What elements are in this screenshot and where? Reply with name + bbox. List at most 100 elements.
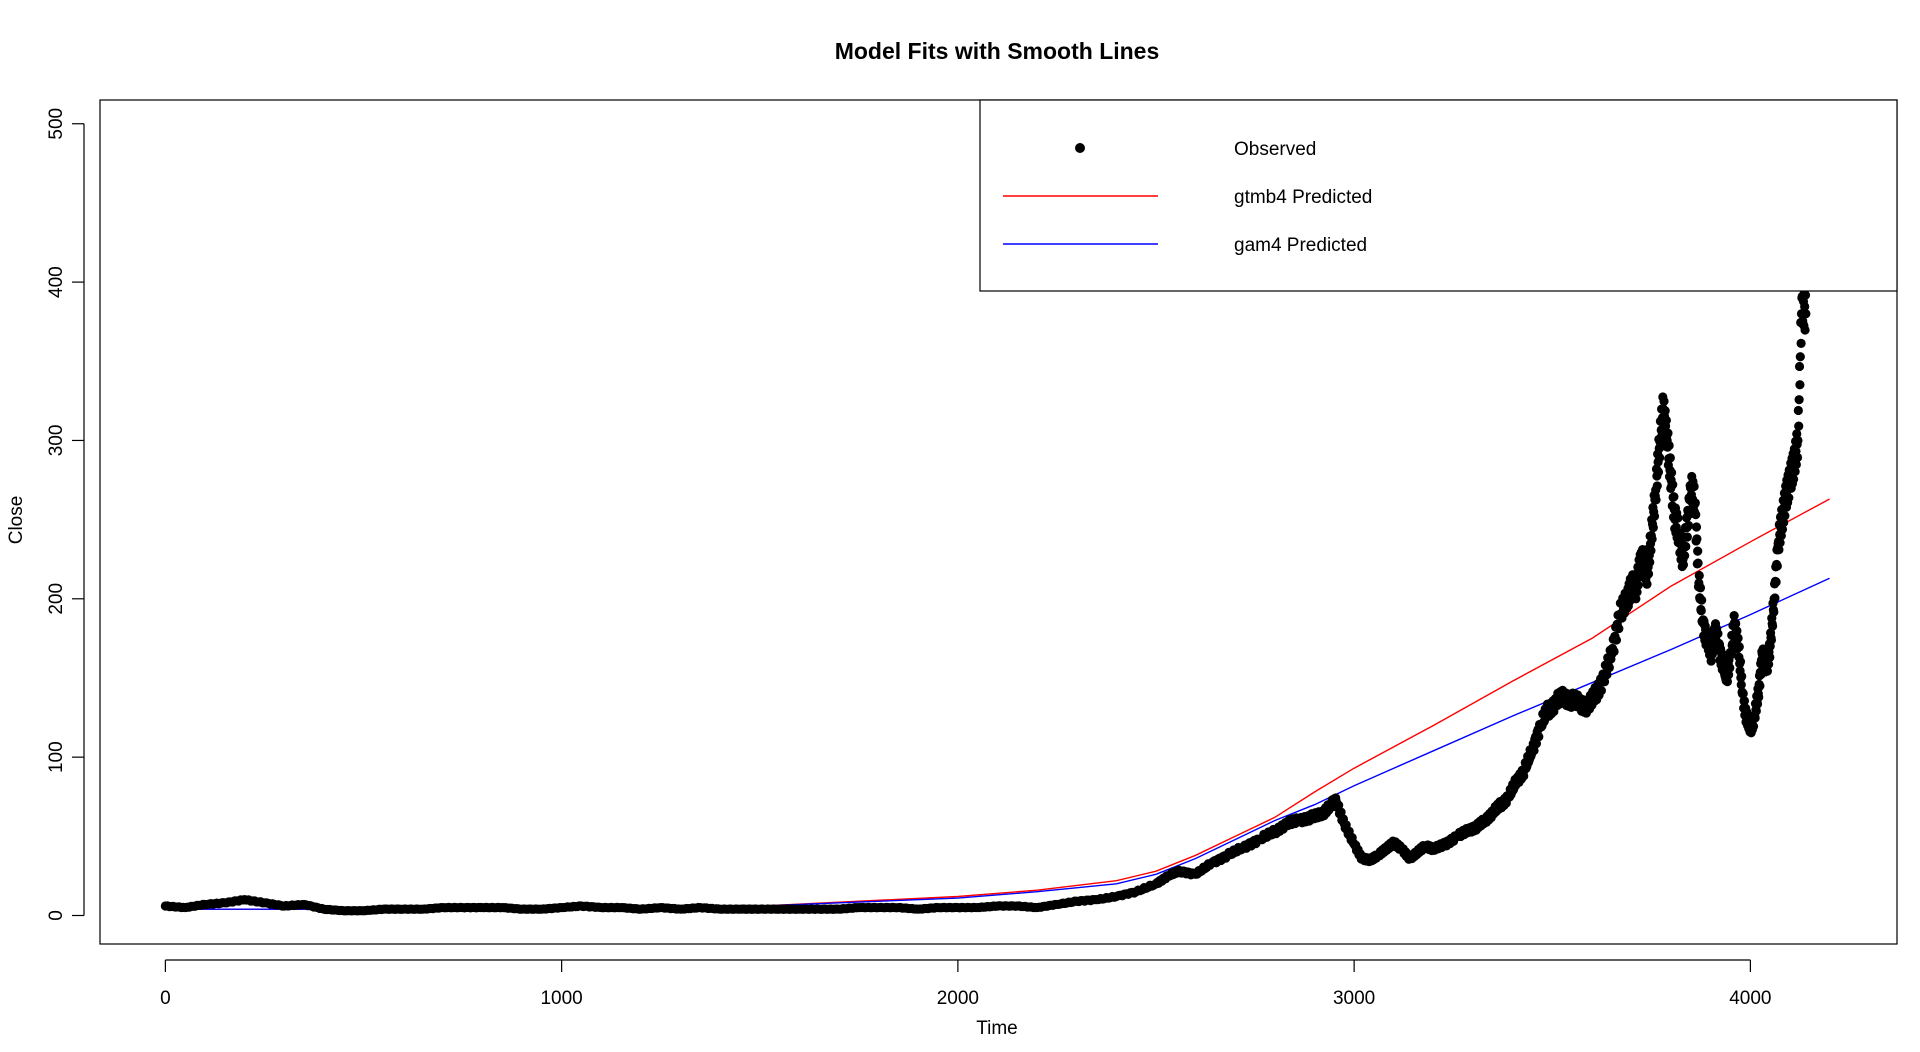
observed-point xyxy=(1764,659,1774,669)
observed-point xyxy=(1599,677,1610,687)
observed-point xyxy=(1788,474,1799,484)
observed-point xyxy=(1669,492,1679,502)
observed-point xyxy=(1633,580,1643,590)
observed-point xyxy=(1651,495,1661,505)
observed-point xyxy=(1643,569,1654,579)
observed-point xyxy=(1646,545,1656,556)
y-tick-label: 200 xyxy=(46,583,67,615)
observed-point xyxy=(1794,395,1804,405)
observed-point xyxy=(1596,686,1606,696)
observed-point xyxy=(1795,380,1805,390)
legend-label: gtmb4 Predicted xyxy=(1234,187,1372,208)
observed-point xyxy=(1736,680,1746,690)
chart-title: Model Fits with Smooth Lines xyxy=(835,38,1160,64)
y-axis: 0 100 200 300 400 500 xyxy=(46,108,85,921)
observed-point xyxy=(1689,481,1699,492)
observed-point xyxy=(1792,452,1803,463)
x-tick-label: 4000 xyxy=(1729,988,1771,1009)
observed-point xyxy=(1706,656,1716,666)
line-gam4 xyxy=(165,577,1830,910)
observed-point xyxy=(1653,467,1664,477)
observed-point xyxy=(1642,579,1652,589)
observed-points xyxy=(160,281,1811,916)
observed-point xyxy=(1766,635,1776,645)
observed-point xyxy=(1691,509,1701,520)
observed-point xyxy=(1668,480,1678,490)
x-tick-label: 0 xyxy=(160,988,171,1009)
observed-point xyxy=(1774,545,1784,555)
observed-point xyxy=(1794,421,1804,431)
observed-point xyxy=(1602,670,1612,680)
observed-point xyxy=(1735,656,1746,667)
observed-point xyxy=(1729,611,1739,621)
observed-point xyxy=(1611,635,1622,645)
observed-point xyxy=(1648,523,1658,533)
observed-point xyxy=(1690,498,1700,508)
observed-point xyxy=(1682,532,1692,542)
y-tick-label: 400 xyxy=(46,266,67,298)
observed-point xyxy=(1801,309,1811,319)
observed-point xyxy=(1734,642,1744,652)
x-tick-label: 3000 xyxy=(1333,988,1375,1009)
observed-point xyxy=(1770,593,1780,603)
observed-point xyxy=(1678,560,1689,570)
observed-point xyxy=(1647,534,1657,544)
observed-point xyxy=(1696,606,1706,616)
observed-point xyxy=(1731,618,1741,629)
observed-point xyxy=(1697,595,1707,605)
legend-label: gam4 Predicted xyxy=(1234,235,1367,256)
observed-point xyxy=(1692,534,1702,544)
observed-point xyxy=(1738,688,1748,699)
observed-point xyxy=(1693,546,1703,556)
observed-point xyxy=(1652,481,1662,491)
observed-point xyxy=(1779,517,1789,528)
observed-point xyxy=(1793,405,1803,416)
y-tick-label: 100 xyxy=(46,741,67,773)
observed-point xyxy=(1755,681,1765,691)
observed-point xyxy=(1694,570,1704,581)
observed-point xyxy=(1767,621,1778,631)
observed-point xyxy=(1722,677,1733,687)
observed-point xyxy=(1680,551,1690,561)
observed-point xyxy=(1683,520,1694,531)
observed-point xyxy=(1771,577,1781,587)
observed-point xyxy=(1681,541,1691,552)
observed-point xyxy=(1534,732,1544,742)
observed-point xyxy=(1609,646,1619,657)
x-axis: 0 1000 2000 3000 4000 xyxy=(160,959,1772,1009)
observed-point xyxy=(1631,594,1641,604)
legend: Observed gtmb4 Predicted gam4 Predicted xyxy=(979,99,1898,292)
observed-point xyxy=(1750,713,1760,723)
observed-point xyxy=(1632,587,1642,597)
observed-point xyxy=(1661,415,1671,425)
observed-point xyxy=(1645,557,1655,567)
observed-point xyxy=(1664,440,1674,451)
observed-point xyxy=(1777,524,1788,534)
observed-point xyxy=(1751,706,1761,716)
observed-point xyxy=(1655,453,1665,463)
observed-point xyxy=(1691,522,1702,532)
observed-point xyxy=(1649,511,1660,521)
observed-point xyxy=(1754,692,1764,702)
observed-point xyxy=(1775,538,1785,548)
observed-point xyxy=(1695,583,1706,593)
observed-point xyxy=(1693,558,1703,568)
observed-point xyxy=(1800,301,1810,312)
observed-point xyxy=(1666,468,1677,478)
observed-point xyxy=(1795,352,1805,362)
observed-point xyxy=(1665,453,1675,463)
y-tick-label: 0 xyxy=(46,910,67,921)
observed-point xyxy=(1765,652,1775,663)
observed-point xyxy=(1723,670,1734,680)
observed-point xyxy=(1780,511,1790,521)
observed-point xyxy=(1791,459,1801,470)
x-axis-label: Time xyxy=(976,1018,1018,1039)
observed-point xyxy=(1794,361,1805,372)
observed-point xyxy=(1604,663,1614,673)
observed-point xyxy=(1614,623,1624,634)
x-tick-label: 1000 xyxy=(540,988,582,1009)
observed-point xyxy=(1772,561,1782,571)
observed-point xyxy=(1762,666,1773,676)
x-tick-label: 2000 xyxy=(937,988,979,1009)
y-tick-label: 300 xyxy=(46,425,67,457)
